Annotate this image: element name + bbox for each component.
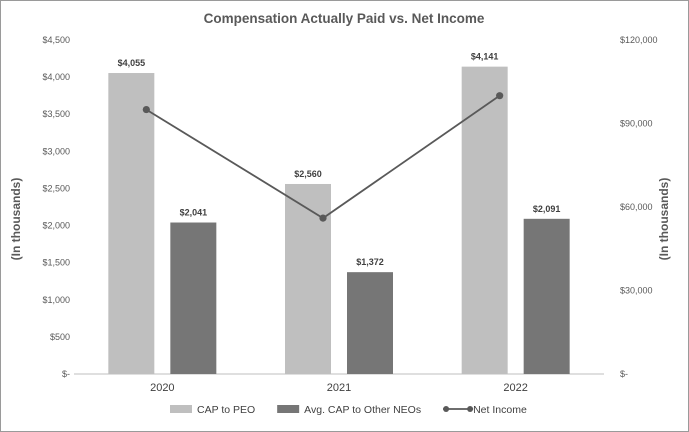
legend-swatch	[170, 405, 192, 413]
bar	[285, 183, 331, 374]
y-tick-label-left: $3,500	[42, 109, 70, 119]
y-tick-label-right: $90,000	[620, 119, 653, 129]
net-income-point	[142, 105, 150, 114]
legend-marker	[443, 406, 450, 412]
y-tick-label-left: $4,000	[42, 72, 70, 82]
y-axis-label-left: (In thousands)	[9, 178, 23, 261]
legend-label: Net Income	[473, 404, 527, 416]
y-axis-label-right: (In thousands)	[657, 178, 671, 261]
y-tick-label-left: $1,500	[42, 258, 70, 268]
y-tick-label-right: $-	[620, 369, 628, 379]
y-tick-label-left: $2,500	[42, 183, 70, 193]
legend-label: Avg. CAP to Other NEOs	[304, 404, 421, 416]
bar-data-label: $4,141	[471, 52, 499, 62]
legend-label: CAP to PEO	[197, 404, 255, 416]
bar	[108, 73, 155, 374]
bar-data-label: $2,041	[180, 208, 208, 218]
y-tick-label-left: $500	[50, 332, 70, 342]
bar-data-label: $1,372	[356, 257, 384, 267]
net-income-point	[496, 92, 504, 100]
bar	[170, 222, 217, 374]
y-tick-label-left: $1,000	[42, 295, 70, 305]
x-tick-label: 2021	[327, 382, 351, 394]
chart-title: Compensation Actually Paid vs. Net Incom…	[204, 11, 485, 26]
y-tick-label-left: $2,000	[42, 221, 70, 231]
y-tick-label-right: $120,000	[620, 35, 658, 45]
x-tick-label: 2022	[503, 382, 527, 394]
y-tick-label-left: $4,500	[42, 35, 70, 45]
y-tick-label-left: $-	[62, 369, 70, 379]
bar	[523, 218, 570, 374]
legend-swatch	[277, 405, 300, 413]
x-tick-label: 2020	[150, 382, 174, 394]
bar	[347, 272, 393, 374]
bar-data-label: $4,055	[118, 58, 146, 68]
net-income-point	[319, 214, 327, 222]
y-tick-label-right: $60,000	[620, 202, 653, 212]
bar	[461, 66, 508, 374]
y-tick-label-right: $30,000	[620, 286, 653, 296]
bar-data-label: $2,091	[533, 204, 561, 214]
y-tick-label-left: $3,000	[42, 146, 70, 156]
bar-data-label: $2,560	[294, 169, 322, 179]
legend-marker	[467, 406, 474, 412]
